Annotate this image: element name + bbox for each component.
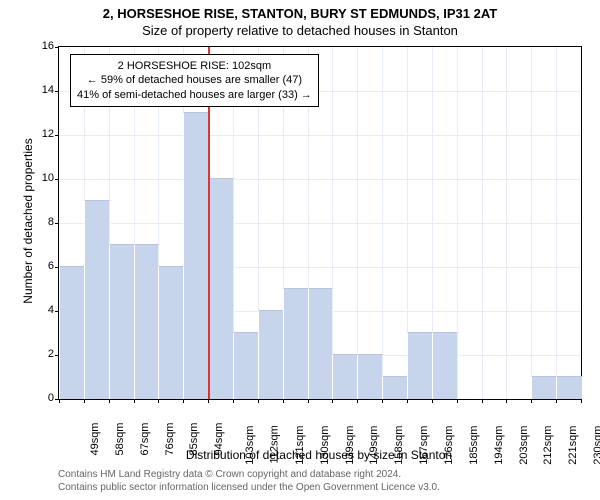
y-tick-label: 16 [28, 40, 54, 52]
x-tick-label: 76sqm [164, 423, 176, 456]
bar [407, 332, 434, 399]
footer-text: Contains HM Land Registry data © Crown c… [58, 468, 440, 494]
bar [84, 200, 111, 399]
y-tick-label: 6 [28, 260, 54, 272]
bar [357, 354, 384, 399]
y-tick-label: 2 [28, 348, 54, 360]
annotation-box: 2 HORSESHOE RISE: 102sqm ← 59% of detach… [70, 54, 319, 107]
tick-x [208, 399, 209, 403]
bar [382, 376, 409, 399]
x-tick-label: 149sqm [369, 426, 381, 465]
tick-x [482, 399, 483, 403]
gridline-v [457, 47, 458, 399]
x-tick-label: 194sqm [493, 426, 505, 465]
tick-x [506, 399, 507, 403]
tick-x [357, 399, 358, 403]
tick-x [581, 399, 582, 403]
bar [109, 244, 136, 399]
x-tick-label: 85sqm [188, 423, 200, 456]
chart-title: 2, HORSESHOE RISE, STANTON, BURY ST EDMU… [0, 0, 600, 21]
tick-x [59, 399, 60, 403]
tick-x [109, 399, 110, 403]
gridline-h [59, 223, 581, 224]
x-tick-label: 176sqm [443, 426, 455, 465]
chart-container: { "title": "2, HORSESHOE RISE, STANTON, … [0, 0, 600, 500]
bar [258, 310, 285, 399]
x-tick-label: 121sqm [294, 426, 306, 465]
gridline-v [482, 47, 483, 399]
x-tick-label: 67sqm [139, 423, 151, 456]
bar [233, 332, 260, 399]
x-tick-label: 112sqm [268, 425, 280, 463]
bar [158, 266, 185, 399]
tick-x [531, 399, 532, 403]
bar [208, 178, 235, 399]
y-tick-label: 0 [28, 392, 54, 404]
chart-subtitle: Size of property relative to detached ho… [0, 21, 600, 38]
footer-line1: Contains HM Land Registry data © Crown c… [58, 468, 440, 481]
x-tick-label: 230sqm [592, 426, 600, 465]
tick-x [308, 399, 309, 403]
gridline-v [506, 47, 507, 399]
x-tick-label: 58sqm [114, 423, 126, 456]
gridline-v [332, 47, 333, 399]
bar [531, 376, 558, 399]
x-tick-label: 167sqm [418, 426, 430, 465]
x-tick-label: 212sqm [543, 426, 555, 465]
annotation-line1: 2 HORSESHOE RISE: 102sqm [77, 59, 312, 73]
tick-x [283, 399, 284, 403]
bar [183, 112, 210, 399]
y-tick-label: 8 [28, 216, 54, 228]
tick-y [55, 47, 59, 48]
bar [556, 376, 583, 399]
tick-x [457, 399, 458, 403]
x-tick-label: 94sqm [213, 423, 225, 456]
tick-x [407, 399, 408, 403]
gridline-v [382, 47, 383, 399]
gridline-h [59, 135, 581, 136]
y-tick-label: 10 [28, 172, 54, 184]
tick-x [183, 399, 184, 403]
x-tick-label: 103sqm [244, 426, 256, 465]
tick-x [158, 399, 159, 403]
tick-x [332, 399, 333, 403]
gridline-v [357, 47, 358, 399]
y-tick-label: 14 [28, 84, 54, 96]
bar [332, 354, 359, 399]
x-tick-label: 130sqm [319, 426, 331, 465]
gridline-v [556, 47, 557, 399]
bar [134, 244, 161, 399]
x-tick-label: 185sqm [468, 426, 480, 465]
y-tick-label: 4 [28, 304, 54, 316]
footer-line2: Contains public sector information licen… [58, 481, 440, 494]
tick-x [556, 399, 557, 403]
tick-y [55, 91, 59, 92]
gridline-h [59, 179, 581, 180]
tick-x [382, 399, 383, 403]
x-tick-label: 221sqm [567, 426, 579, 465]
annotation-line3: 41% of semi-detached houses are larger (… [77, 88, 312, 102]
x-tick-label: 49sqm [89, 423, 101, 456]
x-tick-label: 139sqm [344, 426, 356, 465]
gridline-v [531, 47, 532, 399]
bar [308, 288, 335, 399]
annotation-line2: ← 59% of detached houses are smaller (47… [77, 73, 312, 87]
x-tick-label: 203sqm [518, 426, 530, 465]
tick-y [55, 135, 59, 136]
tick-y [55, 179, 59, 180]
tick-x [84, 399, 85, 403]
y-tick-label: 12 [28, 128, 54, 140]
bar [432, 332, 459, 399]
bar [59, 266, 86, 399]
tick-x [233, 399, 234, 403]
tick-y [55, 223, 59, 224]
tick-x [258, 399, 259, 403]
tick-x [432, 399, 433, 403]
x-tick-label: 158sqm [393, 426, 405, 465]
bar [283, 288, 310, 399]
tick-x [134, 399, 135, 403]
